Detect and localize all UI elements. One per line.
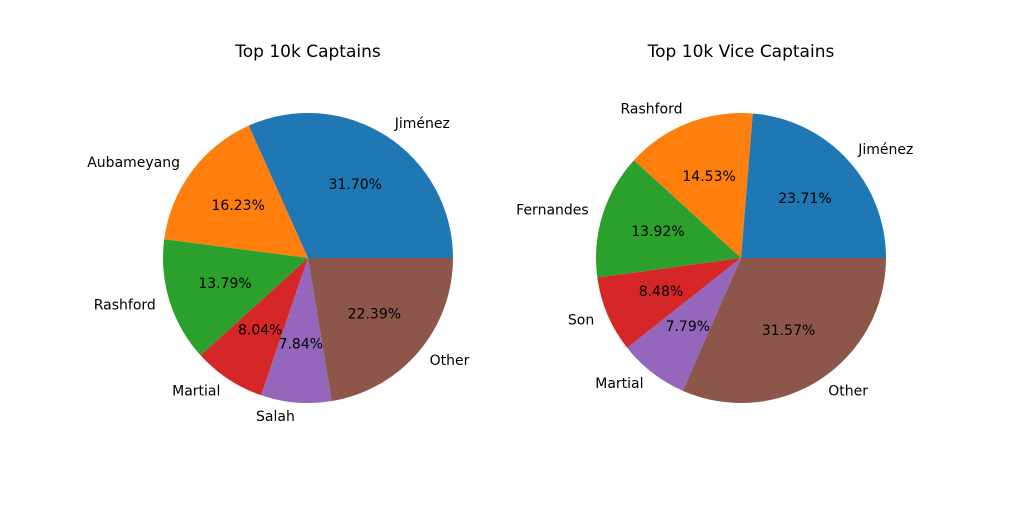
pie-slice-rashford: [163, 239, 308, 356]
slice-percent-other: 22.39%: [348, 306, 401, 322]
pie-slice-other: [682, 258, 886, 403]
pie-slice-son: [597, 258, 741, 348]
slice-percent-rashford: 14.53%: [682, 169, 735, 185]
slice-label-martial: Martial: [595, 376, 643, 392]
pie-slice-fernandes: [595, 160, 741, 278]
pie-slice-rashford: [633, 113, 753, 258]
slice-percent-aubameyang: 16.23%: [212, 198, 265, 214]
slice-label-jimenez: Jiménez: [394, 116, 450, 132]
slice-percent-martial: 7.79%: [666, 319, 710, 335]
slice-percent-jimenez: 23.71%: [778, 191, 831, 207]
slice-percent-fernandes: 13.92%: [631, 224, 684, 240]
slice-label-salah: Salah: [256, 409, 295, 425]
slice-label-rashford: Rashford: [94, 298, 156, 314]
pie-slice-jimenez: [741, 113, 886, 258]
slice-label-jimenez: Jiménez: [857, 142, 913, 158]
pie-slice-jimenez: [248, 112, 453, 258]
captains-pie-chart: Top 10k Captains Jiménez 31.70% Aubameyang 1…: [87, 42, 469, 425]
slice-label-fernandes: Fernandes: [516, 203, 589, 219]
pie-slice-martial: [200, 258, 308, 396]
pie-slice-other: [308, 258, 453, 402]
slice-label-other: Other: [430, 353, 470, 369]
slice-percent-other: 31.57%: [762, 323, 815, 339]
chart-title: Top 10k Vice Captains: [647, 42, 835, 62]
slice-percent-salah: 7.84%: [279, 337, 323, 353]
slice-label-aubameyang: Aubameyang: [87, 155, 180, 171]
slice-percent-rashford: 13.79%: [198, 276, 251, 292]
vice-captains-pie-chart: Top 10k Vice Captains Jiménez 23.71% Rashfo…: [516, 42, 913, 403]
pie-slice-salah: [261, 258, 332, 404]
chart-title: Top 10k Captains: [234, 42, 381, 62]
pie-slice-aubameyang: [164, 125, 308, 258]
pie-slice-martial: [627, 258, 741, 391]
slice-percent-martial: 8.04%: [238, 323, 282, 339]
slice-percent-jimenez: 31.70%: [329, 177, 382, 193]
slice-label-other: Other: [828, 384, 868, 400]
slice-label-rashford: Rashford: [620, 102, 682, 118]
slice-label-son: Son: [568, 312, 594, 328]
slice-percent-son: 8.48%: [639, 284, 683, 300]
slice-label-martial: Martial: [172, 383, 220, 399]
